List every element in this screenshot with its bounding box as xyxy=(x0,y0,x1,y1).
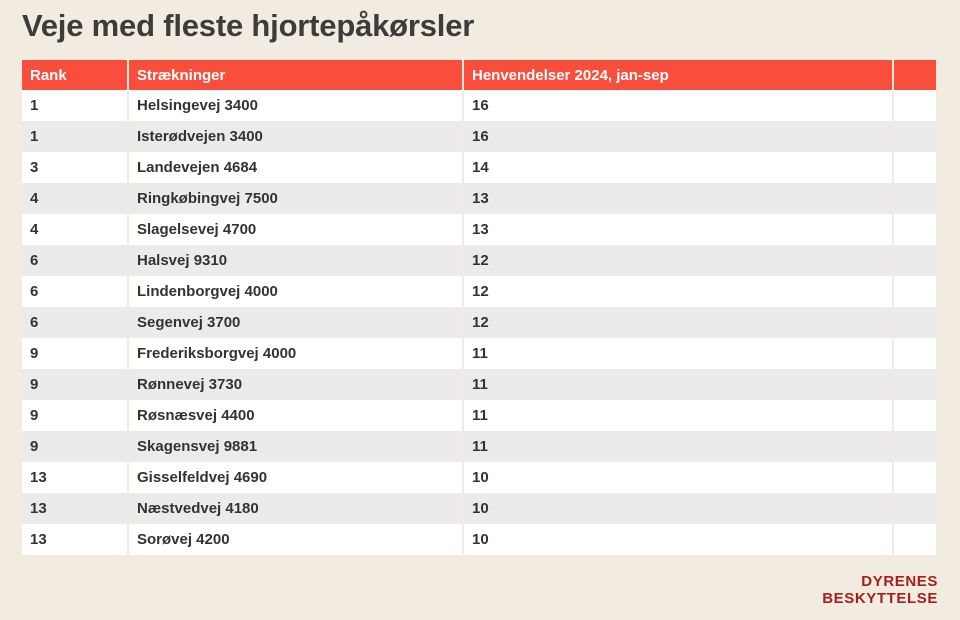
blank-cell xyxy=(894,462,936,493)
rank-cell: 1 xyxy=(22,90,127,121)
rank-cell: 9 xyxy=(22,400,127,431)
road-cell: Næstvedvej 4180 xyxy=(129,493,462,524)
road-cell: Landevejen 4684 xyxy=(129,152,462,183)
table-header-row: Rank Strækninger Henvendelser 2024, jan-… xyxy=(22,60,936,90)
road-cell: Sorøvej 4200 xyxy=(129,524,462,555)
rank-cell: 4 xyxy=(22,214,127,245)
blank-cell xyxy=(894,493,936,524)
count-cell: 13 xyxy=(464,183,892,214)
table-row: 6 Segenvej 3700 12 xyxy=(22,307,936,338)
road-cell: Lindenborgvej 4000 xyxy=(129,276,462,307)
column-header-blank xyxy=(894,60,936,90)
count-cell: 10 xyxy=(464,462,892,493)
road-cell: Frederiksborgvej 4000 xyxy=(129,338,462,369)
blank-cell xyxy=(894,90,936,121)
road-cell: Skagensvej 9881 xyxy=(129,431,462,462)
table-row: 1 Isterødvejen 3400 16 xyxy=(22,121,936,152)
rank-cell: 3 xyxy=(22,152,127,183)
column-header-road: Strækninger xyxy=(129,60,462,90)
table-row: 3 Landevejen 4684 14 xyxy=(22,152,936,183)
blank-cell xyxy=(894,369,936,400)
road-cell: Halsvej 9310 xyxy=(129,245,462,276)
rank-cell: 6 xyxy=(22,307,127,338)
table-row: 13 Næstvedvej 4180 10 xyxy=(22,493,936,524)
blank-cell xyxy=(894,338,936,369)
count-cell: 11 xyxy=(464,369,892,400)
table-row: 4 Slagelsevej 4700 13 xyxy=(22,214,936,245)
rank-cell: 13 xyxy=(22,524,127,555)
blank-cell xyxy=(894,183,936,214)
table-row: 4 Ringkøbingvej 7500 13 xyxy=(22,183,936,214)
road-cell: Rønnevej 3730 xyxy=(129,369,462,400)
count-cell: 12 xyxy=(464,245,892,276)
count-cell: 13 xyxy=(464,214,892,245)
blank-cell xyxy=(894,214,936,245)
blank-cell xyxy=(894,431,936,462)
rank-cell: 13 xyxy=(22,462,127,493)
blank-cell xyxy=(894,152,936,183)
rank-cell: 6 xyxy=(22,245,127,276)
blank-cell xyxy=(894,245,936,276)
rank-cell: 6 xyxy=(22,276,127,307)
rank-cell: 9 xyxy=(22,369,127,400)
count-cell: 16 xyxy=(464,90,892,121)
blank-cell xyxy=(894,276,936,307)
road-cell: Ringkøbingvej 7500 xyxy=(129,183,462,214)
logo-line-1: DYRENES xyxy=(861,573,938,590)
count-cell: 12 xyxy=(464,307,892,338)
deer-collision-table: Rank Strækninger Henvendelser 2024, jan-… xyxy=(20,60,938,555)
table-row: 6 Halsvej 9310 12 xyxy=(22,245,936,276)
road-cell: Segenvej 3700 xyxy=(129,307,462,338)
column-header-rank: Rank xyxy=(22,60,127,90)
column-header-count: Henvendelser 2024, jan-sep xyxy=(464,60,892,90)
road-cell: Røsnæsvej 4400 xyxy=(129,400,462,431)
rank-cell: 9 xyxy=(22,338,127,369)
blank-cell xyxy=(894,524,936,555)
dyrenes-beskyttelse-logo: DYRENES BESKYTTELSE xyxy=(822,573,938,607)
rank-cell: 13 xyxy=(22,493,127,524)
count-cell: 16 xyxy=(464,121,892,152)
count-cell: 10 xyxy=(464,493,892,524)
road-cell: Slagelsevej 4700 xyxy=(129,214,462,245)
table-row: 13 Gisselfeldvej 4690 10 xyxy=(22,462,936,493)
table-row: 9 Frederiksborgvej 4000 11 xyxy=(22,338,936,369)
blank-cell xyxy=(894,400,936,431)
table-row: 9 Skagensvej 9881 11 xyxy=(22,431,936,462)
table-row: 13 Sorøvej 4200 10 xyxy=(22,524,936,555)
road-cell: Gisselfeldvej 4690 xyxy=(129,462,462,493)
count-cell: 14 xyxy=(464,152,892,183)
blank-cell xyxy=(894,121,936,152)
rank-cell: 1 xyxy=(22,121,127,152)
count-cell: 11 xyxy=(464,338,892,369)
table-row: 9 Rønnevej 3730 11 xyxy=(22,369,936,400)
road-cell: Helsingevej 3400 xyxy=(129,90,462,121)
count-cell: 10 xyxy=(464,524,892,555)
count-cell: 11 xyxy=(464,400,892,431)
count-cell: 12 xyxy=(464,276,892,307)
page-title: Veje med fleste hjortepåkørsler xyxy=(22,8,475,43)
table-row: 6 Lindenborgvej 4000 12 xyxy=(22,276,936,307)
blank-cell xyxy=(894,307,936,338)
logo-line-2: BESKYTTELSE xyxy=(822,590,938,607)
table-row: 1 Helsingevej 3400 16 xyxy=(22,90,936,121)
rank-cell: 9 xyxy=(22,431,127,462)
count-cell: 11 xyxy=(464,431,892,462)
road-cell: Isterødvejen 3400 xyxy=(129,121,462,152)
table-row: 9 Røsnæsvej 4400 11 xyxy=(22,400,936,431)
rank-cell: 4 xyxy=(22,183,127,214)
